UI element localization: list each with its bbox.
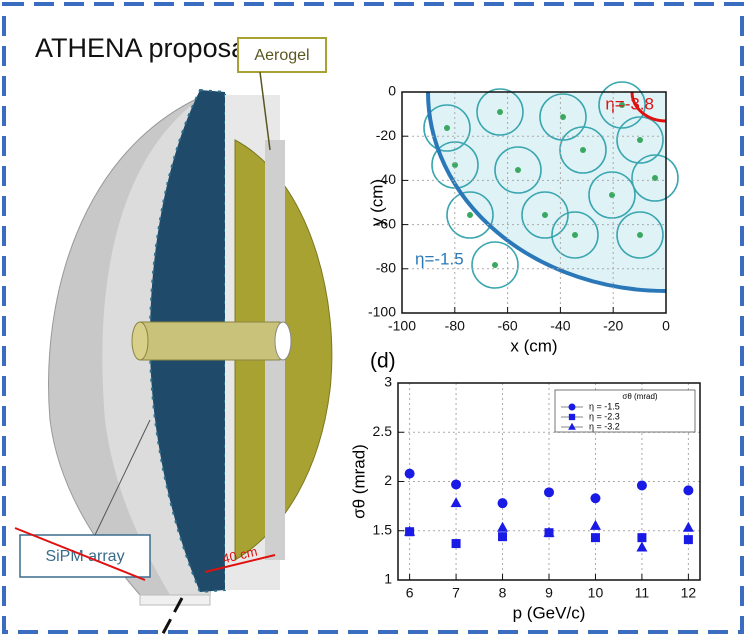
- y-tick-label: 2.5: [373, 423, 393, 439]
- marker: [569, 404, 576, 411]
- ring-center: [515, 167, 521, 173]
- x-tick-label: 12: [681, 585, 697, 601]
- legend-label: η = -2.3: [589, 411, 620, 421]
- marker: [636, 541, 647, 551]
- y-tick-label: 1: [384, 571, 392, 587]
- detector-illustration: Aerogel SiPM array 40 cm: [15, 38, 332, 639]
- y-tick-label: -20: [376, 127, 396, 143]
- y-axis-label: σθ (mrad): [349, 444, 368, 519]
- legend-label: η = -3.2: [589, 421, 620, 431]
- marker: [637, 480, 647, 490]
- legend-label: η = -1.5: [589, 401, 620, 411]
- marker: [590, 520, 601, 530]
- y-axis-label: y (cm): [367, 179, 386, 226]
- x-axis-label: x (cm): [510, 336, 557, 355]
- page: ATHENA proposal Aerogel SiPM array 40 cm…: [0, 0, 747, 639]
- ring-center: [467, 212, 473, 218]
- x-tick-label: 9: [545, 585, 553, 601]
- y-tick-label: 3: [384, 374, 392, 390]
- panel-label: (d): [370, 350, 396, 373]
- ring-center: [637, 232, 643, 238]
- ring-center: [444, 125, 450, 131]
- marker: [637, 533, 646, 542]
- x-tick-label: 8: [499, 585, 507, 601]
- x-tick-label: 11: [635, 585, 650, 601]
- marker: [405, 469, 415, 479]
- marker: [683, 485, 693, 495]
- slide-title: ATHENA proposal: [35, 33, 252, 63]
- marker: [451, 497, 462, 507]
- ring-center: [637, 137, 643, 143]
- x-axis-label: p (GeV/c): [513, 603, 586, 622]
- x-tick-label: 10: [588, 585, 604, 601]
- marker: [498, 498, 508, 508]
- ring-center: [492, 262, 498, 268]
- legend-title: σθ (mrad): [622, 392, 658, 401]
- marker: [452, 539, 461, 548]
- marker: [590, 493, 600, 503]
- x-tick-label: -80: [445, 318, 465, 334]
- y-tick-label: 2: [384, 472, 392, 488]
- y-tick-label: 1.5: [373, 521, 393, 537]
- marker: [544, 487, 554, 497]
- x-tick-label: 0: [662, 318, 670, 334]
- marker: [498, 532, 507, 541]
- ring-center: [572, 232, 578, 238]
- x-tick-label: -40: [550, 318, 570, 334]
- annotation: η=-1.5: [415, 249, 464, 268]
- annotation: η=-3.8: [605, 94, 654, 113]
- marker: [569, 414, 575, 420]
- ring-center: [497, 109, 503, 115]
- y-tick-label: 0: [388, 83, 396, 99]
- y-tick-label: -80: [376, 260, 396, 276]
- figure: ATHENA proposal Aerogel SiPM array 40 cm…: [0, 0, 747, 639]
- x-tick-label: 7: [452, 585, 460, 601]
- ring-center: [580, 147, 586, 153]
- ring-center: [542, 212, 548, 218]
- marker: [684, 535, 693, 544]
- y-tick-label: -100: [368, 304, 396, 320]
- x-tick-label: 6: [406, 585, 414, 601]
- x-tick-label: -60: [497, 318, 517, 334]
- aerogel-label: Aerogel: [254, 47, 309, 64]
- marker: [451, 479, 461, 489]
- marker: [591, 533, 600, 542]
- marker: [683, 522, 694, 532]
- ring-center: [609, 192, 615, 198]
- marker: [497, 522, 508, 532]
- x-tick-label: -100: [388, 318, 416, 334]
- x-tick-label: -20: [603, 318, 623, 334]
